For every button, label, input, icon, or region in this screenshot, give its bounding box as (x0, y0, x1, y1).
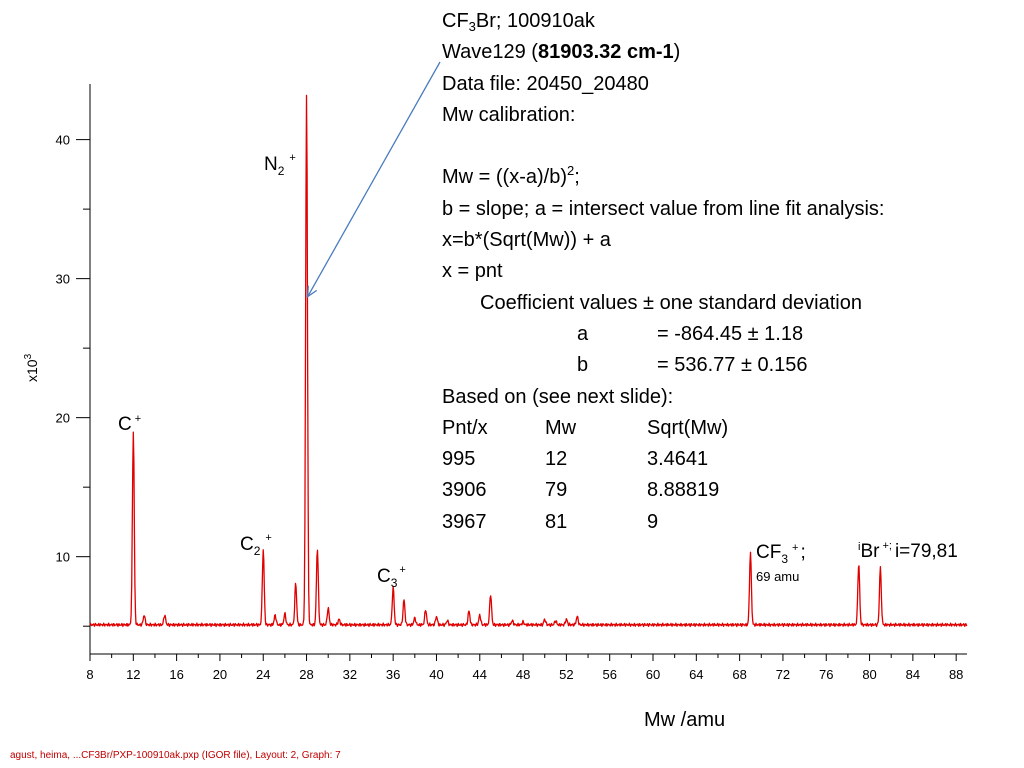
y-axis-label: x103 (23, 353, 40, 382)
x-tick-label: 48 (516, 667, 530, 682)
x-ticks: 8 12 16 20 24 28 32 36 40 44 48 52 56 60 64 68 72 76 80 84 8… (86, 654, 963, 682)
x-tick-label: 8 (86, 667, 93, 682)
info-title: CF3Br; 100910ak (442, 10, 595, 34)
table-row: 995 12 3.4641 (442, 448, 709, 471)
x-tick-label: 64 (689, 667, 703, 682)
annotation-arrow (306, 61, 441, 298)
footer-source: agust, heima, ...CF3Br/PXP-100910ak.pxp … (10, 750, 341, 761)
x-tick-label: 28 (299, 667, 313, 682)
x-tick-label: 32 (343, 667, 357, 682)
x-tick-label: 60 (646, 667, 660, 682)
x-tick-label: 44 (473, 667, 487, 682)
info-formula: Mw = ((x-a)/b)2; (442, 163, 580, 189)
coef-title: Coefficient values ± one standard deviat… (480, 291, 862, 314)
y-tick-label: 30 (56, 272, 70, 287)
x-axis-label: Mw /amu (644, 709, 725, 731)
peak-label-br-plus: iBr +; i=79,81 (858, 540, 958, 562)
x-tick-label: 68 (732, 667, 746, 682)
chart-axes (89, 84, 967, 655)
x-tick-label: 56 (602, 667, 616, 682)
table-header: Pnt/x Mw Sqrt(Mw) (442, 416, 729, 439)
y-tick-label: 20 (56, 411, 70, 426)
arrow-head (306, 285, 318, 298)
x-tick-label: 84 (906, 667, 920, 682)
x-tick-label: 12 (126, 667, 140, 682)
x-tick-label: 24 (256, 667, 270, 682)
x-tick-label: 36 (386, 667, 400, 682)
info-x-formula: x=b*(Sqrt(Mw)) + a (442, 229, 611, 252)
y-tick-label: 40 (56, 133, 70, 148)
y-ticks: 10 20 30 40 (56, 133, 90, 627)
spectrum-series-line (89, 94, 968, 628)
x-tick-label: 76 (819, 667, 833, 682)
peak-label-cf3-mass: 69 amu (756, 569, 799, 584)
table-row: 3967 81 9 (442, 510, 659, 533)
peak-label-c2-plus: C2+ (240, 532, 272, 558)
coef-row-a: a = -864.45 ± 1.18 (577, 322, 804, 345)
info-data-file: Data file: 20450_20480 (442, 72, 649, 95)
peak-label-n2-plus: N2+ (264, 152, 296, 178)
info-panel: CF3Br; 100910ak Wave129 (81903.32 cm-1) … (442, 6, 884, 538)
arrow-line (307, 61, 441, 298)
x-tick-label: 16 (169, 667, 183, 682)
info-wave: Wave129 (81903.32 cm-1) (442, 41, 681, 64)
y-tick-label: 10 (56, 550, 70, 565)
table-row: 3906 79 8.88819 (442, 479, 720, 502)
info-based-on: Based on (see next slide): (442, 385, 674, 408)
info-calibration-title: Mw calibration: (442, 103, 576, 126)
x-tick-label: 72 (776, 667, 790, 682)
x-tick-label: 20 (213, 667, 227, 682)
x-tick-label: 40 (429, 667, 443, 682)
peak-label-c-plus: C + (118, 413, 141, 435)
x-tick-label: 80 (862, 667, 876, 682)
peak-label-cf3-plus: CF3+; (756, 542, 806, 566)
peak-label-c3-plus: C3+ (377, 564, 406, 590)
x-tick-label: 52 (559, 667, 573, 682)
x-tick-label: 88 (949, 667, 963, 682)
coef-row-b: b = 536.77 ± 0.156 (577, 354, 808, 377)
info-x-pnt: x = pnt (442, 260, 503, 283)
info-slope-desc: b = slope; a = intersect value from line… (442, 197, 885, 220)
